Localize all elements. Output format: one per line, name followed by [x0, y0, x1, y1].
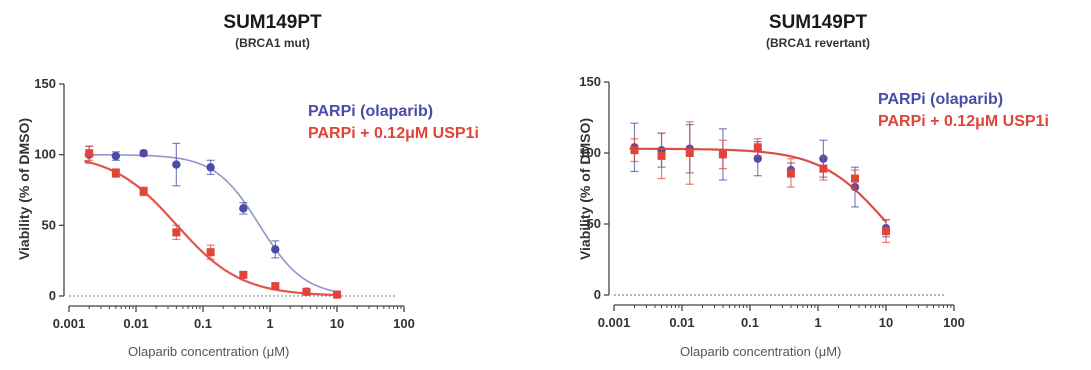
data-point: [239, 204, 248, 213]
y-axis-label: Viability (% of DMSO): [16, 117, 32, 261]
chart-subtitle: (BRCA1 revertant): [765, 36, 871, 50]
y-tick-label: 150: [34, 76, 56, 91]
y-tick-label: 100: [579, 145, 601, 160]
data-point: [206, 163, 215, 172]
data-point: [753, 154, 762, 163]
x-axis-label: Olaparib concentration (μM): [128, 344, 290, 359]
data-point: [111, 169, 120, 178]
data-point: [333, 290, 341, 299]
data-point: [111, 151, 121, 161]
x-tick-label: 10: [330, 316, 344, 331]
data-point: [85, 149, 94, 158]
chart-plot-area: 0 50 100 150 0.001 0.01 0.1 1 10 100: [34, 76, 415, 331]
data-point: [718, 150, 727, 159]
x-tick-label: 0.001: [53, 316, 86, 331]
data-point: [239, 270, 248, 279]
data-point: [882, 227, 890, 236]
data-point: [172, 228, 181, 237]
legend-entry-combo: PARPi + 0.12μM USP1i: [878, 113, 1049, 130]
chart-panel-brca1-mut: SUM149PT (BRCA1 mut) 0 50 100 150 0.001 0.01 0…: [0, 0, 545, 370]
y-tick-label: 0: [49, 288, 56, 303]
x-tick-label: 0.01: [123, 316, 148, 331]
legend-entry-olaparib: PARPi (olaparib): [308, 103, 434, 120]
chart-plot-area: 0 50 100 150 0.001 0.01 0.1 1 10 100: [579, 74, 965, 330]
x-tick-label: 100: [943, 315, 965, 330]
data-point: [819, 164, 828, 173]
x-tick-label: 100: [393, 316, 415, 331]
data-point: [302, 287, 311, 296]
y-tick-label: 0: [594, 287, 601, 302]
legend-entry-olaparib: PARPi (olaparib): [878, 91, 1004, 108]
data-point: [172, 160, 181, 169]
data-point: [850, 174, 859, 183]
legend-entry-combo: PARPi + 0.12μM USP1i: [308, 125, 479, 142]
data-point: [271, 245, 280, 254]
y-tick-label: 150: [579, 74, 601, 89]
data-point: [630, 146, 639, 155]
data-point: [271, 282, 280, 291]
x-tick-label: 10: [879, 315, 893, 330]
y-tick-label: 50: [42, 217, 56, 232]
y-tick-label: 100: [34, 147, 56, 162]
y-axis-label: Viability (% of DMSO): [577, 117, 593, 261]
chart-title: SUM149PT: [223, 12, 322, 33]
data-point: [753, 143, 762, 152]
chart-title: SUM149PT: [768, 12, 868, 33]
chart-subtitle: (BRCA1 mut): [235, 36, 310, 50]
y-tick-label: 50: [587, 216, 601, 231]
data-point: [786, 168, 795, 177]
x-tick-label: 0.001: [598, 315, 631, 330]
x-axis-label: Olaparib concentration (μM): [680, 344, 842, 359]
data-point: [657, 151, 666, 160]
x-tick-label: 0.01: [669, 315, 694, 330]
data-point: [139, 149, 148, 158]
data-point: [139, 187, 148, 196]
data-point: [685, 149, 694, 157]
x-tick-label: 0.1: [741, 315, 759, 330]
data-point: [206, 248, 215, 257]
x-tick-label: 0.1: [194, 316, 212, 331]
chart-panel-brca1-revertant: SUM149PT (BRCA1 revertant) 0 50 100 150 0.00…: [545, 0, 1091, 370]
x-tick-label: 1: [266, 316, 273, 331]
x-tick-label: 1: [814, 315, 821, 330]
